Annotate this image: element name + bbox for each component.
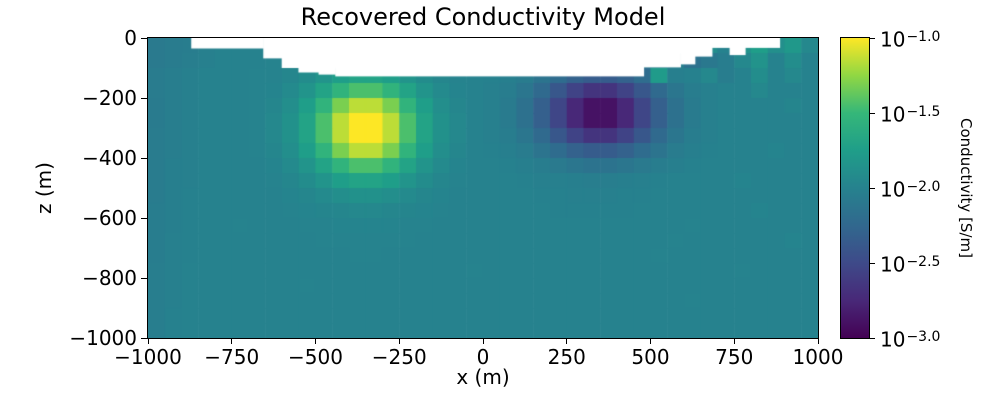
y-tick-label: −600 [82,206,137,230]
x-tick [315,339,317,344]
colorbar-tick-label: 10−1.0 [880,27,941,52]
x-tick [398,339,400,344]
colorbar-gradient [841,38,869,338]
x-tick [650,339,652,344]
x-tick-label: 500 [631,345,670,369]
y-axis-label: z (m) [32,162,56,214]
colorbar-tick [870,262,875,264]
x-tick [231,339,233,344]
x-tick-label: −750 [204,345,260,369]
y-tick-label: 0 [124,26,137,50]
heatmap-canvas [148,38,818,338]
colorbar-tick-label: 10−2.5 [880,252,941,277]
y-tick [141,157,147,159]
x-tick-label: 250 [547,345,586,369]
plot-area [147,37,819,339]
y-tick [141,217,147,219]
x-tick [566,339,568,344]
y-tick [141,277,147,279]
y-tick [141,37,147,39]
x-tick-label: −1000 [114,345,182,369]
y-tick [141,97,147,99]
colorbar-tick [870,337,875,339]
y-tick-label: −800 [82,266,137,290]
x-tick [733,339,735,344]
y-tick-label: −200 [82,86,137,110]
colorbar-tick [870,37,875,39]
x-axis-label: x (m) [456,365,510,389]
x-tick [817,339,819,344]
x-tick-label: 0 [476,345,490,369]
colorbar-tick [870,187,875,189]
colorbar [840,37,870,339]
y-tick-label: −1000 [69,326,137,350]
plot-title: Recovered Conductivity Model [300,3,666,31]
x-tick [147,339,149,344]
x-tick-label: 1000 [792,345,844,369]
x-tick-label: −500 [288,345,343,369]
x-tick [482,339,484,344]
x-tick-label: 750 [715,345,754,369]
colorbar-tick-label: 10−2.0 [880,177,941,202]
x-tick-label: −250 [371,345,427,369]
colorbar-tick-label: 10−3.0 [880,327,941,352]
colorbar-label: Conductivity [S/m] [957,118,975,258]
y-tick [141,337,147,339]
colorbar-tick [870,112,875,114]
y-tick-label: −400 [82,146,137,170]
colorbar-tick-label: 10−1.5 [880,102,941,127]
